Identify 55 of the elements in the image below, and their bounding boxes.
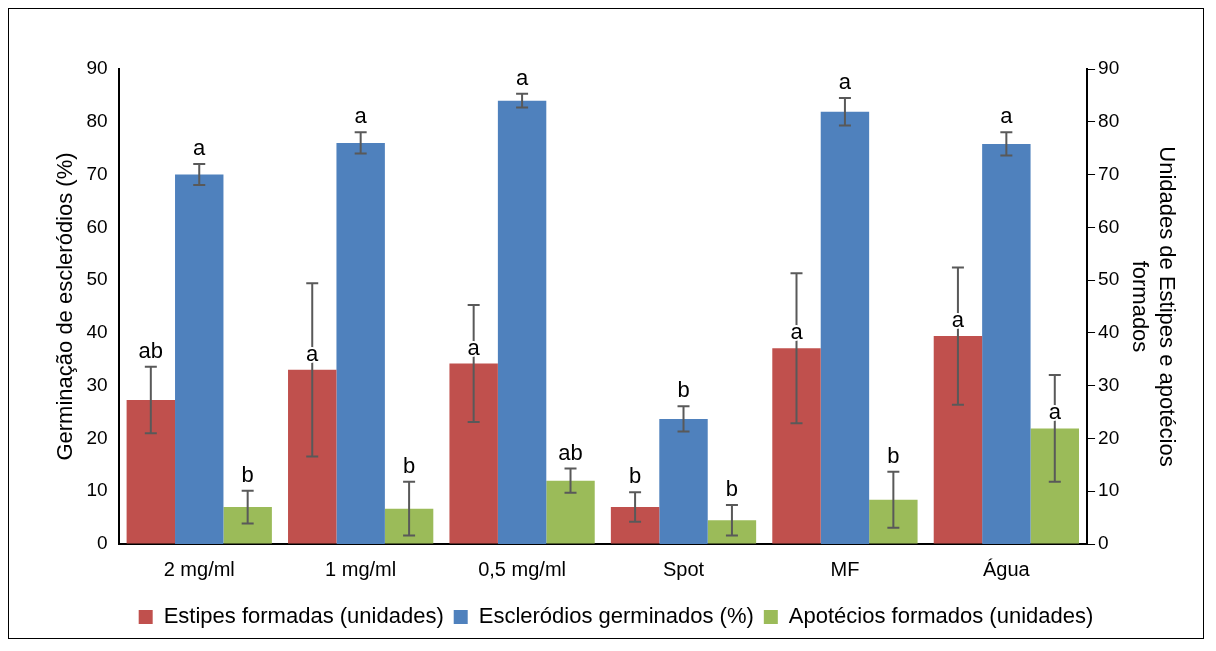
y-axis-title: Germinação de escleródios (%) [52, 152, 78, 461]
data-label: a [354, 103, 368, 129]
y-tick-label: 50 [86, 268, 108, 290]
x-tick-label: 0,5 mg/ml [478, 557, 566, 580]
bar [546, 480, 595, 544]
y-tick-label: 60 [86, 215, 108, 237]
data-label: b [677, 377, 690, 403]
y-tick-label: 10 [86, 479, 108, 501]
data-label: b [725, 476, 739, 502]
y2-tick-label: 90 [1098, 57, 1120, 79]
y-tick-label: 30 [86, 373, 108, 395]
data-label: a [838, 69, 852, 95]
y-tick-label: 80 [86, 110, 108, 132]
bar [1030, 428, 1079, 544]
data-label: a [515, 64, 529, 90]
y2-tick-label: 80 [1098, 110, 1120, 132]
bar [384, 508, 434, 544]
data-label: b [402, 452, 416, 478]
x-tick-label: 2 mg/ml [163, 557, 235, 580]
legend-label: Escleródios germinados (%) [478, 603, 754, 629]
y2-tick-label: 70 [1098, 162, 1120, 184]
data-label: b [628, 463, 642, 489]
y2-tick-label: 30 [1098, 373, 1120, 395]
bar [175, 174, 224, 544]
bar [610, 507, 660, 544]
y2-tick-label: 20 [1098, 426, 1120, 448]
bar [336, 142, 385, 544]
y2-tick-label: 40 [1098, 321, 1120, 343]
bar [820, 111, 870, 544]
bar [707, 520, 757, 544]
x-tick-label: 1 mg/ml [325, 557, 397, 580]
legend-label: Apotécios formados (unidades) [788, 603, 1094, 629]
bar [497, 100, 547, 544]
x-tick-label: Água [983, 557, 1031, 580]
data-label: ab [138, 337, 164, 363]
legend-label: Estipes formadas (unidades) [163, 603, 444, 629]
y-tick-label: 90 [86, 57, 108, 79]
bar [869, 499, 918, 544]
data-label: a [193, 135, 207, 161]
data-label: a [1000, 103, 1014, 129]
bar [659, 418, 708, 544]
x-tick-label: Spot [662, 557, 705, 580]
bar [223, 507, 272, 544]
x-tick-label: MF [830, 557, 860, 580]
y2-tick-label: 0 [1098, 532, 1109, 554]
y-tick-label: 40 [86, 321, 108, 343]
y-tick-label: 0 [96, 532, 108, 554]
data-label: b [887, 442, 900, 468]
y-tick-label: 20 [86, 426, 108, 448]
data-label: b [241, 461, 254, 487]
y2-tick-label: 60 [1098, 215, 1120, 237]
data-label: ab [558, 439, 583, 465]
y-tick-label: 70 [86, 162, 108, 184]
y2-tick-label: 10 [1098, 479, 1120, 501]
y2-tick-label: 50 [1098, 268, 1120, 290]
